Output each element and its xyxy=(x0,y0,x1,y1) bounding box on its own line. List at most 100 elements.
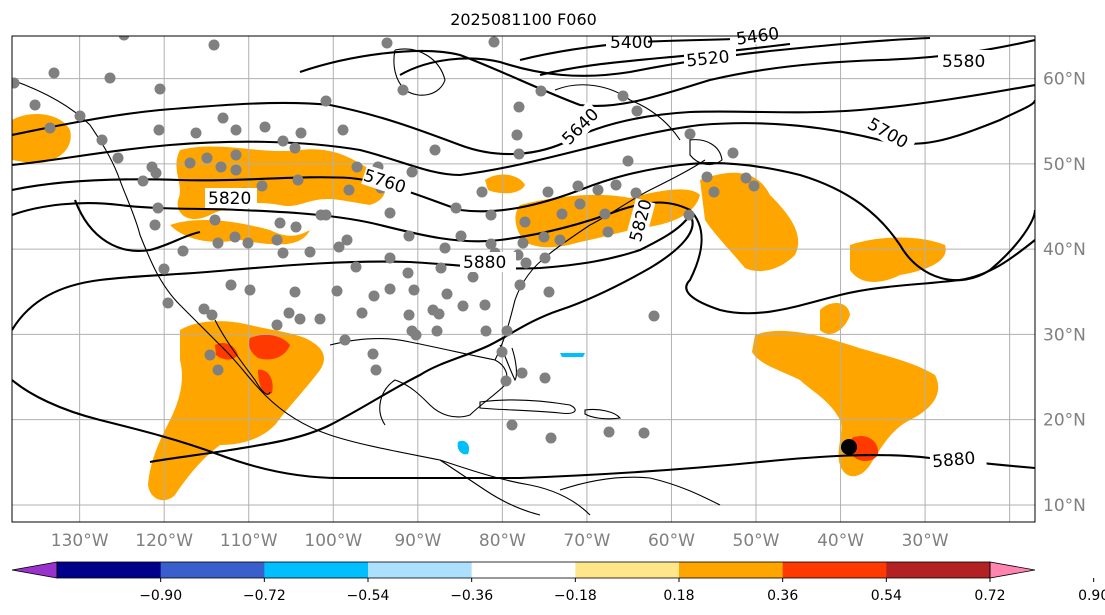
shade-central-atlantic xyxy=(752,330,939,477)
colorbar-segment xyxy=(160,562,265,578)
station-dot xyxy=(603,426,615,438)
station-dot xyxy=(292,174,304,186)
station-dot xyxy=(96,134,108,146)
station-dot xyxy=(153,124,165,136)
station-dot xyxy=(631,105,643,117)
contour-label-5880-north: 5880 xyxy=(463,253,506,273)
shade-atlantic-mid xyxy=(850,237,946,282)
station-dot xyxy=(535,85,547,97)
station-dot xyxy=(225,279,237,291)
coast-west-na xyxy=(12,79,591,516)
station-dot xyxy=(271,234,283,246)
colorbar-frame xyxy=(56,561,991,579)
shade-small-blob xyxy=(820,303,850,335)
station-dot xyxy=(74,110,86,122)
station-dot xyxy=(289,142,301,154)
colorbar-tick-label: 0.18 xyxy=(663,588,694,604)
contour-5580 xyxy=(299,38,1035,107)
station-dot xyxy=(152,202,164,214)
colorbar-segment xyxy=(679,562,784,578)
station-dot xyxy=(204,349,216,361)
station-dot xyxy=(259,121,271,133)
contour-label-5580: 5580 xyxy=(942,52,985,72)
station-dot xyxy=(384,207,396,219)
station-dot xyxy=(229,231,241,243)
station-dot xyxy=(184,157,196,169)
station-dot xyxy=(118,36,130,41)
station-dot xyxy=(574,198,586,210)
colorbar-tick-label: 0.54 xyxy=(871,588,902,604)
longitude-tick-label: 90°W xyxy=(394,531,441,551)
latitude-labels: 10°N 20°N 30°N 40°N 50°N 60°N xyxy=(1043,70,1086,516)
station-dot xyxy=(683,209,695,221)
shade-red-sonora xyxy=(248,334,290,360)
contour-5880-south xyxy=(12,379,1035,480)
coast-newfoundland xyxy=(689,139,723,166)
longitude-tick-label: 30°W xyxy=(902,531,949,551)
station-dot xyxy=(511,129,523,141)
colorbar-tick-label: −0.36 xyxy=(450,588,493,604)
latitude-tick-label: 50°N xyxy=(1043,155,1086,175)
station-dot xyxy=(217,112,229,124)
station-dot xyxy=(201,152,213,164)
map-frame xyxy=(11,35,1036,523)
station-dot xyxy=(230,164,242,176)
station-dot xyxy=(294,313,306,325)
coast-baja xyxy=(214,319,271,395)
contour-5520 xyxy=(399,36,931,77)
station-dot xyxy=(368,290,380,302)
station-dot xyxy=(516,367,528,379)
station-dot xyxy=(381,37,393,49)
station-dot xyxy=(519,216,531,228)
shade-blue-honduras xyxy=(457,440,470,455)
station-dot xyxy=(431,325,443,337)
station-dot xyxy=(295,127,307,139)
station-dot xyxy=(158,263,170,275)
colorbar-segment xyxy=(264,562,369,578)
shade-blue-cuba xyxy=(560,353,585,357)
station-dot xyxy=(479,299,491,311)
colorbar-tick-label: −0.18 xyxy=(554,588,597,604)
station-dot xyxy=(146,161,158,173)
longitude-tick-label: 120°W xyxy=(135,531,193,551)
latitude-tick-label: 60°N xyxy=(1043,70,1086,90)
station-dot xyxy=(320,95,332,107)
station-dot xyxy=(488,36,500,48)
colorbar: −0.90 −0.72 −0.54 −0.36 −0.18 0.18 0.36 0.54 0.7… xyxy=(11,561,1105,604)
station-dot xyxy=(356,307,368,319)
station-dot xyxy=(455,230,467,242)
colorbar-tick-label: −0.90 xyxy=(139,588,182,604)
station-dot xyxy=(242,237,254,249)
station-dot xyxy=(556,208,568,220)
station-dot xyxy=(384,283,396,295)
station-dot xyxy=(277,135,289,147)
station-dot xyxy=(485,238,497,250)
contour-label-5400: 5400 xyxy=(610,33,653,53)
colorbar-tick-label: 0.72 xyxy=(974,588,1005,604)
station-dot xyxy=(539,372,551,384)
station-dot xyxy=(572,180,584,192)
coast-central-america xyxy=(439,459,541,516)
coast-east-us xyxy=(494,159,706,361)
longitude-tick-label: 80°W xyxy=(479,531,526,551)
station-dot xyxy=(514,279,526,291)
station-dot xyxy=(617,90,629,102)
coast-hispaniola xyxy=(584,408,622,420)
contour-label-5820-west: 5820 xyxy=(208,189,251,209)
station-dot xyxy=(496,346,508,358)
shade-red-sinaloa xyxy=(258,369,273,394)
station-dot xyxy=(137,175,149,187)
station-dot xyxy=(610,179,622,191)
contour-5820-inner xyxy=(74,199,201,252)
colorbar-tick-label: −0.72 xyxy=(243,588,286,604)
colorbar-tick-label: −0.54 xyxy=(347,588,390,604)
coast-labrador xyxy=(554,84,681,141)
colorbar-segment xyxy=(575,562,680,578)
station-dot xyxy=(543,286,555,298)
colorbar-segment xyxy=(57,562,162,578)
station-dot xyxy=(480,325,492,337)
station-dot xyxy=(520,257,532,269)
map-title: 2025081100 F060 xyxy=(450,10,597,29)
station-dot xyxy=(351,161,363,173)
station-dot xyxy=(190,127,202,139)
